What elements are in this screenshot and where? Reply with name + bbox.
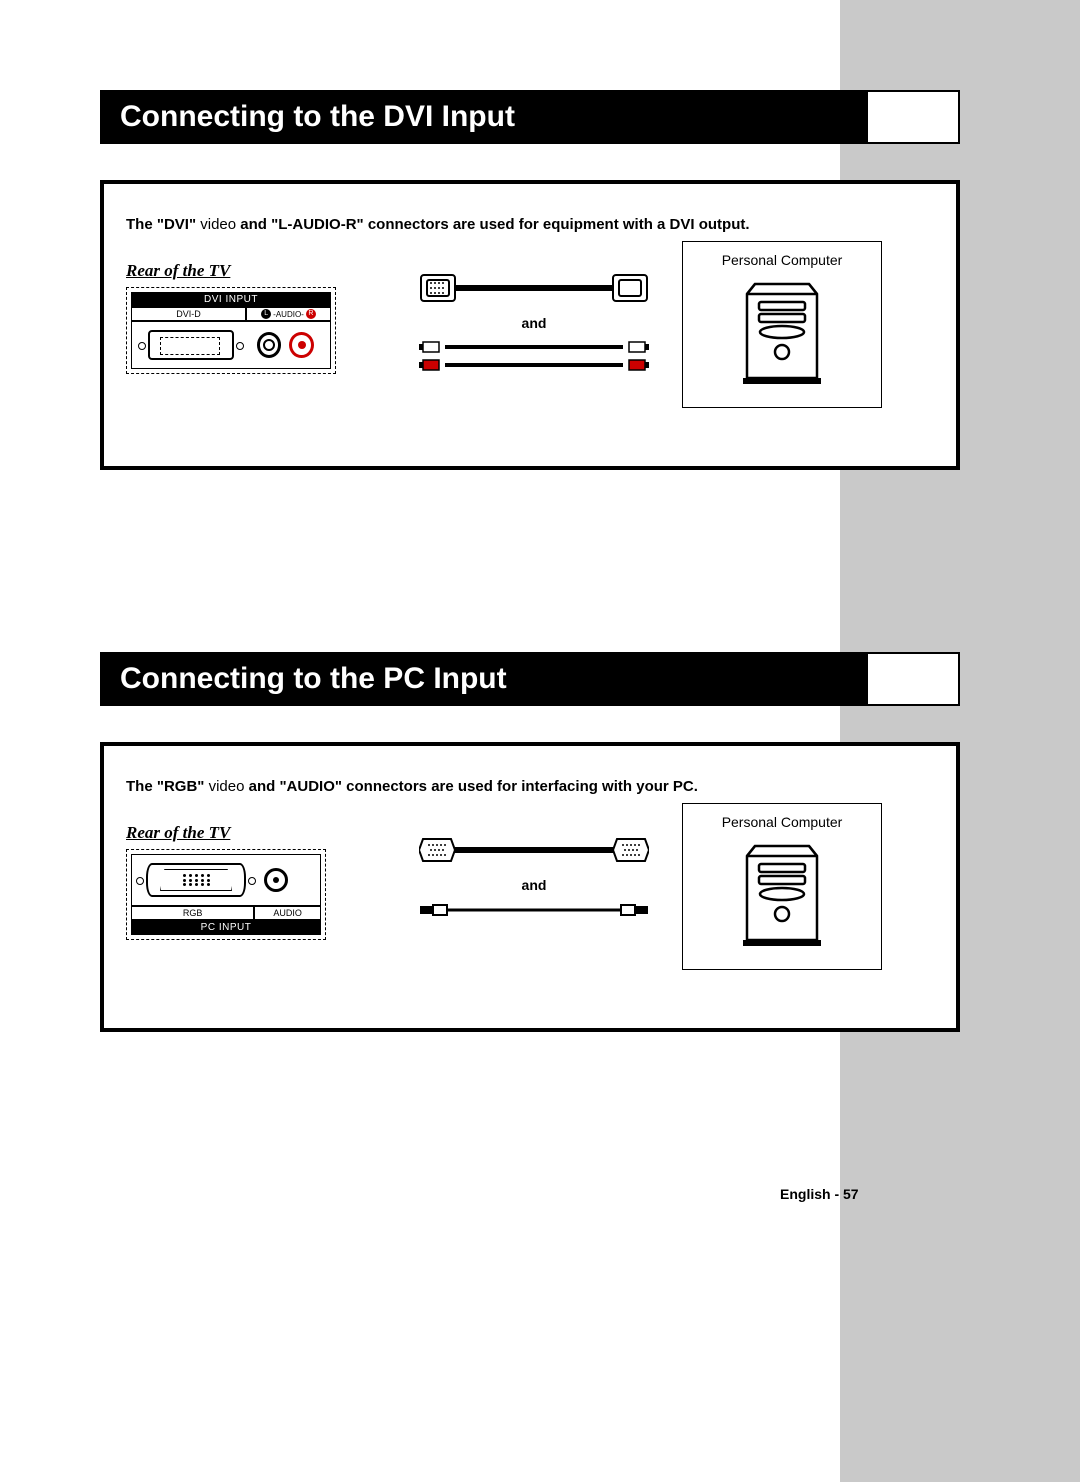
audio-mid: -AUDIO- — [273, 310, 304, 319]
vga-cable-icon — [419, 829, 649, 871]
cables-col-b: and — [404, 823, 664, 921]
section2-heading-text: Connecting to the PC Input — [102, 654, 868, 704]
pc-panel: RGB AUDIO PC INPUT — [126, 849, 326, 940]
section1-diagram: Rear of the TV DVI INPUT DVI-D L -AUDIO-… — [126, 261, 934, 408]
pc-panel-title: PC INPUT — [131, 920, 321, 935]
rear-label-b: Rear of the TV — [126, 823, 386, 843]
section2-box: The "RGB" video and "AUDIO" connectors a… — [100, 742, 960, 1032]
section1-heading-text: Connecting to the DVI Input — [102, 92, 868, 142]
pc-col-b: Personal Computer — [682, 803, 882, 970]
section2-heading: Connecting to the PC Input — [100, 652, 960, 706]
cables-col: and — [404, 261, 664, 377]
dvi-panel-title: DVI INPUT — [131, 292, 331, 307]
section2-intro: The "RGB" video and "AUDIO" connectors a… — [126, 778, 934, 795]
section1-heading: Connecting to the DVI Input — [100, 90, 960, 144]
pc-tower-icon-b — [737, 840, 827, 950]
pc-tower-icon — [737, 278, 827, 388]
rca-red-icon — [289, 332, 314, 358]
cable-and-b: and — [404, 877, 664, 893]
dvi-panel: DVI INPUT DVI-D L -AUDIO- R — [126, 287, 336, 374]
audio-l-icon: L — [261, 309, 271, 319]
rca-cable-icon — [419, 337, 649, 377]
dvi-panel-subrow: DVI-D L -AUDIO- R — [131, 307, 331, 321]
section1-box: The "DVI" video and "L-AUDIO-R" connecto… — [100, 180, 960, 470]
page: Connecting to the DVI Input The "DVI" vi… — [0, 0, 1080, 1482]
dvi-sub-left: DVI-D — [131, 307, 246, 321]
pc-label: Personal Computer — [693, 252, 871, 268]
section1-intro: The "DVI" video and "L-AUDIO-R" connecto… — [126, 216, 934, 233]
intro-bold2: and "L-AUDIO-R" connectors are used for … — [240, 216, 749, 233]
page-footer: English - 57 — [780, 1186, 859, 1202]
rear-tv-col: Rear of the TV DVI INPUT DVI-D L -AUDIO-… — [126, 261, 386, 374]
dvi-sub-right: L -AUDIO- R — [246, 307, 331, 321]
pc-col: Personal Computer — [682, 241, 882, 408]
pc-label-b: Personal Computer — [693, 814, 871, 830]
cable-and: and — [404, 315, 664, 331]
audio-jack-icon — [264, 868, 288, 892]
audio-r-icon: R — [306, 309, 316, 319]
pc-sub-left: RGB — [131, 906, 254, 920]
pc-sub-right: AUDIO — [254, 906, 321, 920]
rear-label: Rear of the TV — [126, 261, 386, 281]
vga-port-icon — [146, 863, 246, 897]
section2-diagram: Rear of the TV RGB — [126, 823, 934, 970]
audio-cable-icon — [419, 899, 649, 921]
rear-tv-col-b: Rear of the TV RGB — [126, 823, 386, 940]
rca-white-icon — [257, 332, 282, 358]
intro-plain: video — [196, 216, 240, 233]
dvi-port-icon — [148, 330, 234, 360]
intro-bold1: The "DVI" — [126, 216, 196, 233]
intro-plain-b: video — [204, 778, 248, 795]
intro-bold1-b: The "RGB" — [126, 778, 204, 795]
dvi-ports — [131, 321, 331, 369]
pc-ports — [131, 854, 321, 906]
pc-panel-subrow: RGB AUDIO — [131, 906, 321, 920]
dvi-cable-icon — [419, 267, 649, 309]
intro-bold2-b: and "AUDIO" connectors are used for inte… — [249, 778, 698, 795]
